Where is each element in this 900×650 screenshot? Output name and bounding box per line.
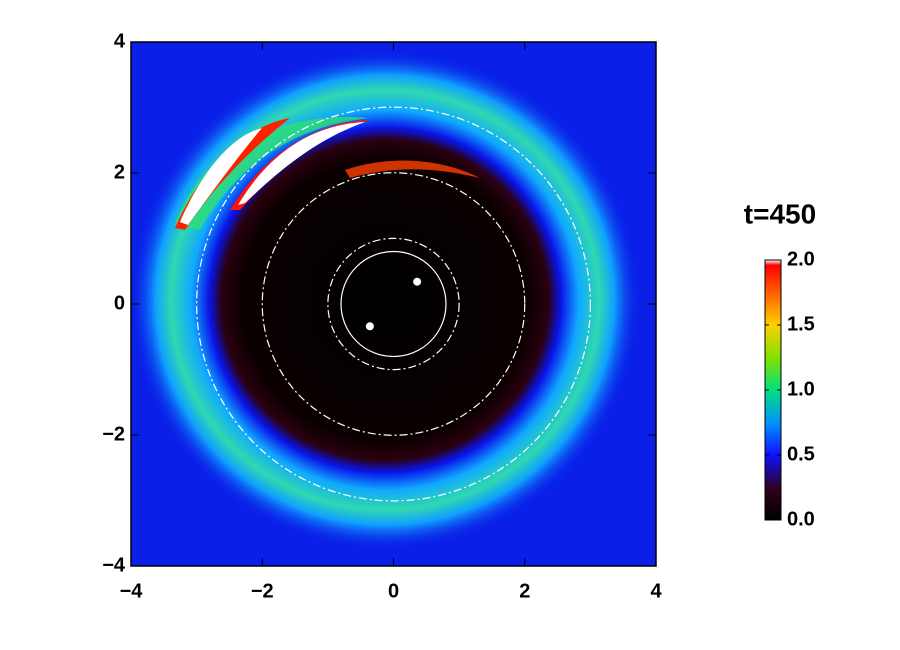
field-peak — [180, 128, 262, 225]
x-tick-label: 4 — [650, 580, 662, 602]
field-hot — [345, 160, 480, 178]
density-field — [131, 42, 656, 566]
point — [413, 277, 422, 286]
y-tick-label: 0 — [114, 292, 125, 314]
colorbar-label: 0.0 — [787, 508, 815, 530]
x-tick-label: −4 — [120, 580, 144, 602]
y-tick-label: −2 — [102, 423, 125, 445]
colorbar-label: 1.5 — [787, 313, 815, 335]
x-tick-label: 2 — [519, 580, 530, 602]
y-tick-label: 4 — [114, 30, 126, 52]
chart-title: t=450 — [744, 198, 816, 229]
field-ring — [131, 50, 640, 550]
x-tick-label: 0 — [388, 580, 399, 602]
y-tick-label: −4 — [102, 554, 126, 576]
x-tick-label: −2 — [251, 580, 274, 602]
y-tick-label: 2 — [114, 161, 125, 183]
field-peak — [238, 122, 365, 205]
colorbar-label: 2.0 — [787, 248, 815, 270]
reference-circle — [340, 250, 447, 358]
reference-circle — [327, 237, 460, 371]
colorbar-label: 0.5 — [787, 443, 815, 465]
colorbar-label: 1.0 — [787, 378, 815, 400]
reference-circle — [261, 172, 526, 436]
reference-circle — [196, 106, 591, 502]
point — [365, 322, 374, 331]
